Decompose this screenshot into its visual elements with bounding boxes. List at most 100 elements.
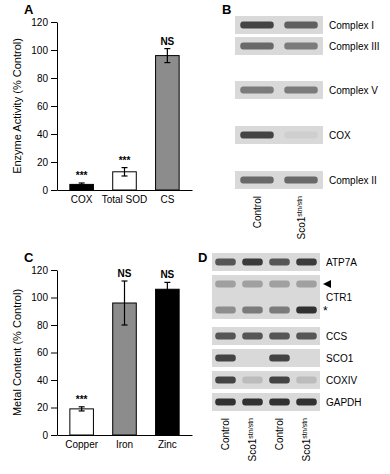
chart-panel: ******NS020406080100120COXTotal SODCSEnz… bbox=[11, 17, 193, 205]
y-tick-label: 80 bbox=[37, 320, 49, 331]
blot-strip bbox=[212, 327, 320, 345]
blot-band bbox=[242, 281, 263, 288]
row-label: COX bbox=[329, 130, 351, 141]
y-tick-mark bbox=[51, 298, 57, 299]
y-tick-mark bbox=[51, 353, 57, 354]
lane-superscript: stn/stn bbox=[247, 418, 254, 439]
y-axis-title: Metal Content (% Control) bbox=[11, 289, 23, 416]
plot-area bbox=[70, 49, 179, 190]
bar bbox=[70, 184, 94, 190]
y-tick-label: 120 bbox=[31, 265, 48, 276]
y-tick: 20 bbox=[37, 402, 57, 413]
arrowhead bbox=[323, 280, 331, 288]
blot-band bbox=[296, 259, 317, 266]
blot-strip bbox=[212, 253, 320, 271]
blot-band bbox=[269, 377, 290, 384]
y-tick-label: 20 bbox=[37, 157, 49, 168]
blot-strip bbox=[212, 349, 320, 367]
blot-strip bbox=[212, 371, 320, 389]
x-tick-label: Total SOD bbox=[102, 194, 148, 205]
y-tick-label: 40 bbox=[37, 375, 49, 386]
blot-band bbox=[215, 281, 236, 288]
blot-band bbox=[296, 281, 317, 288]
row-label: Complex V bbox=[329, 85, 378, 96]
x-axis-line bbox=[58, 435, 193, 436]
blot-band bbox=[215, 259, 236, 266]
annotation: *** bbox=[76, 394, 88, 405]
error-bar bbox=[79, 407, 85, 411]
x-tick-label: Iron bbox=[116, 439, 133, 450]
y-tick: 60 bbox=[37, 101, 57, 112]
y-axis-line bbox=[57, 271, 58, 436]
blot-strip bbox=[235, 37, 323, 55]
blot-strip bbox=[235, 126, 323, 144]
error-bar bbox=[122, 281, 128, 325]
y-tick-mark bbox=[51, 325, 57, 326]
blot-band bbox=[284, 43, 317, 50]
row-label: GAPDH bbox=[326, 397, 362, 408]
y-tick-mark bbox=[51, 270, 57, 271]
y-tick-mark bbox=[51, 22, 57, 23]
y-axis-line bbox=[57, 23, 58, 191]
error-line bbox=[167, 49, 168, 63]
y-tick-label: 0 bbox=[42, 185, 48, 196]
blot-strip bbox=[212, 275, 320, 319]
blot-band bbox=[242, 259, 263, 266]
blot-band bbox=[240, 22, 273, 29]
error-line bbox=[81, 407, 82, 411]
blot-band bbox=[242, 399, 263, 406]
blot-band bbox=[242, 307, 263, 314]
blot-band bbox=[284, 132, 317, 139]
blot-band bbox=[296, 399, 317, 406]
blot-band bbox=[215, 307, 236, 314]
y-tick: 80 bbox=[37, 73, 57, 84]
bar bbox=[156, 56, 180, 190]
error-cap bbox=[122, 324, 128, 325]
y-tick: 100 bbox=[31, 45, 57, 56]
y-tick: 20 bbox=[37, 157, 57, 168]
blot-band bbox=[284, 22, 317, 29]
row-label: CTR1 bbox=[326, 292, 353, 303]
lane-label: Sco1stn/stn bbox=[301, 418, 313, 462]
error-cap bbox=[164, 296, 170, 297]
lane-name: Control bbox=[220, 418, 231, 450]
blot-band bbox=[240, 43, 273, 50]
y-tick-mark bbox=[51, 408, 57, 409]
x-axis: CopperIronZinc bbox=[58, 435, 193, 450]
blot-panel: ATP7A*CTR1CCSSCO1COXIVGAPDHControlSco1st… bbox=[212, 253, 362, 461]
blot-strip bbox=[235, 16, 323, 34]
x-tick-label: Zinc bbox=[158, 439, 177, 450]
lane-superscript: stn/stn bbox=[301, 418, 308, 439]
error-line bbox=[124, 281, 125, 325]
y-tick-mark bbox=[51, 435, 57, 436]
blot-band bbox=[269, 259, 290, 266]
lane-name: Control bbox=[252, 196, 263, 228]
blot-band bbox=[242, 333, 263, 340]
error-cap bbox=[122, 167, 128, 168]
y-tick-mark bbox=[51, 380, 57, 381]
y-tick-mark bbox=[51, 190, 57, 191]
error-line bbox=[167, 282, 168, 296]
blot-band bbox=[284, 177, 317, 184]
x-tick: Zinc bbox=[158, 435, 177, 450]
row-label: Complex III bbox=[329, 41, 380, 52]
blot-band bbox=[242, 377, 263, 384]
blot-strip bbox=[235, 81, 323, 99]
y-tick: 0 bbox=[42, 430, 57, 441]
lane-name: Sco1 bbox=[301, 438, 312, 461]
blot-band bbox=[269, 399, 290, 406]
annotation: *** bbox=[76, 170, 88, 181]
annotation: NS bbox=[118, 268, 132, 279]
y-tick-label: 80 bbox=[37, 73, 49, 84]
y-tick-mark bbox=[51, 78, 57, 79]
panel-label: C bbox=[24, 250, 34, 265]
error-cap bbox=[79, 182, 85, 183]
y-tick-mark bbox=[51, 134, 57, 135]
annotation: *** bbox=[119, 155, 131, 166]
row-label: ATP7A bbox=[326, 257, 357, 268]
y-tick-label: 0 bbox=[42, 430, 48, 441]
x-tick: COX bbox=[71, 190, 93, 205]
blot-band bbox=[242, 355, 263, 362]
row-label: Complex I bbox=[329, 20, 374, 31]
blot-band bbox=[269, 333, 290, 340]
